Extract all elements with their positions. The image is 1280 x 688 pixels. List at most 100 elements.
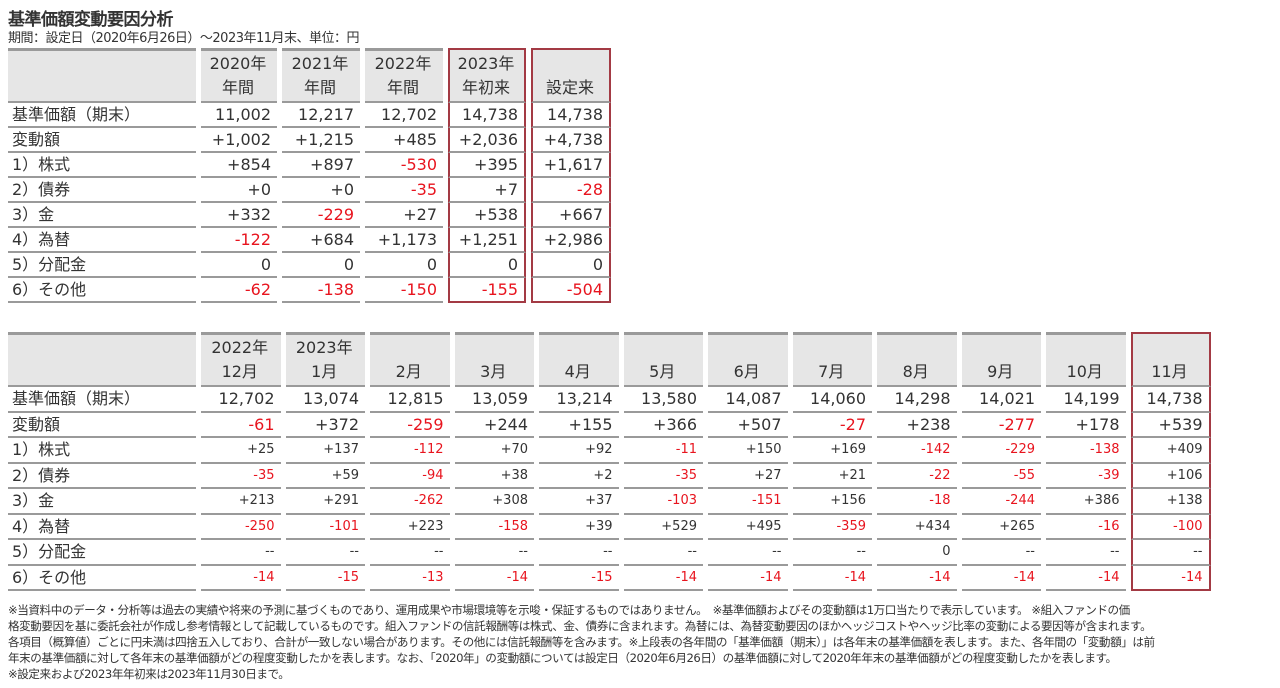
table-cell: -504 xyxy=(531,278,611,303)
table-cell: -14 xyxy=(1046,566,1126,591)
table-cell: +684 xyxy=(282,228,360,253)
monthly-factor-table: 2022年 12月 2023年 1月 2月 3月 4月 5月 6月 7月 8月 9月 … xyxy=(3,332,1216,591)
table-cell: -262 xyxy=(370,489,450,515)
table-cell: 13,580 xyxy=(623,387,703,413)
table-cell: -142 xyxy=(877,438,957,464)
column-header-line2: 年間 xyxy=(386,78,419,97)
row-label: 4）為替 xyxy=(8,228,196,253)
table-cell: -151 xyxy=(708,489,788,515)
column-header: 2022年 12月 xyxy=(201,332,281,387)
table-cell: 14,087 xyxy=(708,387,788,413)
column-header: 2022年 年間 xyxy=(365,48,443,103)
column-header-line2: 設定来 xyxy=(545,77,594,97)
table-cell: +155 xyxy=(539,413,619,438)
table-cell: +7 xyxy=(448,178,526,203)
table-cell: -- xyxy=(370,540,450,566)
table-cell: -35 xyxy=(623,464,703,489)
table-row: 2）債券 +0 +0 -35 +7 -28 xyxy=(8,178,611,203)
table-cell: -15 xyxy=(539,566,619,591)
header-corner xyxy=(8,48,196,103)
column-header-line1 xyxy=(1050,336,1120,360)
table-cell: +495 xyxy=(708,515,788,540)
table-cell: -138 xyxy=(1046,438,1126,464)
row-label: 2）債券 xyxy=(8,178,196,203)
column-header: 9月 xyxy=(961,332,1041,387)
table-cell: -- xyxy=(539,540,619,566)
row-label: 6）その他 xyxy=(8,278,196,303)
table-cell: 12,815 xyxy=(370,387,450,413)
table-cell: 13,059 xyxy=(454,387,534,413)
column-header-line2: 7月 xyxy=(818,362,845,381)
table-cell: 12,702 xyxy=(365,103,443,128)
table-cell: -101 xyxy=(285,515,365,540)
footnote-line: ※設定来および2023年年初来は2023年11月30日まで。 xyxy=(8,667,290,681)
table-cell: +213 xyxy=(201,489,281,515)
table-cell: +156 xyxy=(792,489,872,515)
table-cell: +38 xyxy=(454,464,534,489)
column-header-line2: 年間 xyxy=(303,78,336,97)
table-cell: +169 xyxy=(792,438,872,464)
column-header: 10月 xyxy=(1046,332,1126,387)
table-cell: -158 xyxy=(454,515,534,540)
table-row: 6）その他 -62 -138 -150 -155 -504 xyxy=(8,278,611,303)
table-cell: +507 xyxy=(708,413,788,438)
table-cell: 14,021 xyxy=(961,387,1041,413)
table-row: 5）分配金 -- -- -- -- -- -- -- -- 0 -- -- -- xyxy=(8,540,1211,566)
table-cell: +897 xyxy=(282,153,360,178)
table-cell: +244 xyxy=(454,413,534,438)
table-cell: 14,199 xyxy=(1046,387,1126,413)
row-label: 1）株式 xyxy=(8,153,196,178)
column-header-line2: 8月 xyxy=(902,362,929,381)
table-cell: -55 xyxy=(961,464,1041,489)
table-cell: -14 xyxy=(201,566,281,591)
row-label: 3）金 xyxy=(8,203,196,228)
column-header-line1 xyxy=(1137,336,1203,360)
table-cell: -- xyxy=(201,540,281,566)
table-cell: +485 xyxy=(365,128,443,153)
page-title: 基準価額変動要因分析 xyxy=(8,10,174,30)
table-cell: +138 xyxy=(1130,489,1211,515)
table-cell: +667 xyxy=(531,203,611,228)
table-cell: -100 xyxy=(1130,514,1211,540)
footnote-line: 年末の基準価額に対して各年末の基準価額がどの程度変動したかを表します。なお、「2… xyxy=(8,651,1117,665)
table-cell: -112 xyxy=(370,438,450,464)
footnotes: ※当資料中のデータ・分析等は過去の実績や将来の予測に基づくものであり、運用成果や… xyxy=(8,602,1155,682)
table-row: 4）為替 -250 -101 +223 -158 +39 +529 +495 -359 +434 +… xyxy=(8,514,1211,540)
column-header: 3月 xyxy=(454,332,534,387)
table-cell: 14,738 xyxy=(1130,387,1211,413)
table-cell: -244 xyxy=(961,489,1041,515)
table-cell: 0 xyxy=(531,253,611,278)
table-cell: +137 xyxy=(285,438,365,464)
table-cell: -- xyxy=(623,540,703,566)
table-cell: -11 xyxy=(623,438,703,464)
table-cell: +27 xyxy=(365,203,443,228)
table-cell: 14,060 xyxy=(792,387,872,413)
column-header: 設定来 xyxy=(531,48,611,103)
header-row: 2022年 12月 2023年 1月 2月 3月 4月 5月 6月 7月 8月 9月 … xyxy=(8,332,1211,387)
table-cell: -530 xyxy=(365,153,443,178)
column-header-line1 xyxy=(712,336,782,360)
column-header-line2: 10月 xyxy=(1066,362,1103,381)
row-label: 3）金 xyxy=(8,489,196,515)
table-cell: +0 xyxy=(282,178,360,203)
table-cell: 13,074 xyxy=(285,387,365,413)
annual-factor-table: 2020年 年間 2021年 年間 2022年 年間 2023年 年初来 設定来 基準価額（期末… xyxy=(3,48,616,303)
table-cell: +2,036 xyxy=(448,128,526,153)
table-cell: +92 xyxy=(539,438,619,464)
row-label: 1）株式 xyxy=(8,438,196,464)
table-cell: -22 xyxy=(877,464,957,489)
column-header-line2: 2月 xyxy=(395,362,422,381)
table-row: 1）株式 +854 +897 -530 +395 +1,617 xyxy=(8,153,611,178)
table-cell: 14,738 xyxy=(448,103,526,128)
column-header-line1: 2021年 xyxy=(291,54,349,73)
column-header-line1 xyxy=(537,52,603,76)
row-label: 5）分配金 xyxy=(8,253,196,278)
column-header-line1: 2023年 xyxy=(457,53,515,73)
table-cell: -150 xyxy=(365,278,443,303)
column-header: 7月 xyxy=(792,332,872,387)
table-cell: -229 xyxy=(282,203,360,228)
table-cell: -- xyxy=(708,540,788,566)
table-row: 6）その他 -14 -15 -13 -14 -15 -14 -14 -14 -14 -14 -14 -1… xyxy=(8,565,1211,591)
table-cell: -39 xyxy=(1046,464,1126,489)
table-row: 変動額 -61 +372 -259 +244 +155 +366 +507 -27 +238 -27… xyxy=(8,412,1211,438)
